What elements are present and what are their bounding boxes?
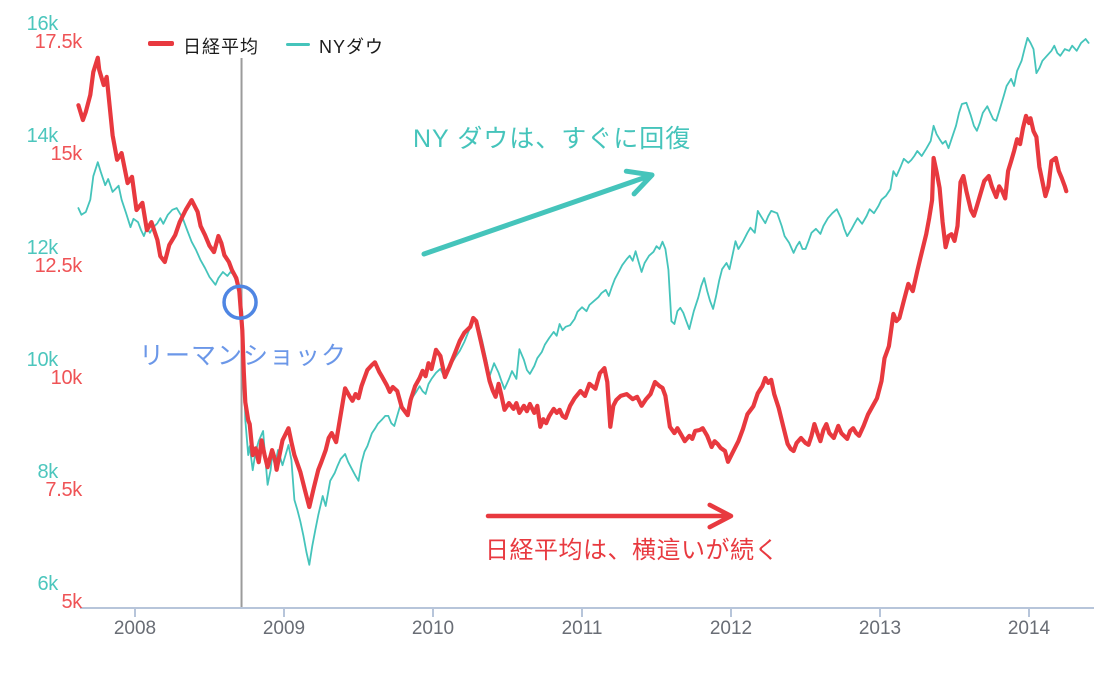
legend-swatch-nikkei xyxy=(148,41,174,46)
x-tick-label: 2008 xyxy=(113,618,157,639)
dow-tick-label: 14k xyxy=(26,125,59,147)
nikkei-tick-label: 17.5k xyxy=(34,31,83,53)
nikkei-tick-label: 10k xyxy=(50,367,83,389)
dow-tick-label: 12k xyxy=(26,237,59,259)
legend-label-dow: NYダウ xyxy=(319,37,385,57)
x-tick-label: 2014 xyxy=(1007,618,1051,639)
dow-tick-label: 10k xyxy=(26,349,59,371)
x-tick-label: 2013 xyxy=(858,618,902,639)
nikkei-line xyxy=(76,55,1069,510)
nikkei-tick-label: 7.5k xyxy=(45,479,82,501)
x-tick-label: 2009 xyxy=(262,618,306,639)
lehman-shock-label: リーマンショック xyxy=(139,342,348,370)
nikkei-flat-label: 日経平均は、横這いが続く xyxy=(485,537,779,564)
nikkei-flat-arrow xyxy=(485,502,734,530)
legend-label-nikkei: 日経平均 xyxy=(183,37,259,57)
dow-tick-label: 6k xyxy=(37,573,58,595)
x-tick-label: 2010 xyxy=(411,618,455,639)
nikkei-tick-label: 12.5k xyxy=(34,255,83,277)
nikkei-tick-label: 15k xyxy=(50,143,83,165)
dow-line xyxy=(77,37,1090,566)
dow-tick-label: 16k xyxy=(26,13,59,35)
legend-swatch-dow xyxy=(286,43,310,46)
lehman-circle xyxy=(222,284,258,320)
dow-recovery-arrow xyxy=(421,168,655,257)
dow-recovery-label: NY ダウは、すぐに回復 xyxy=(413,125,692,153)
x-tick-label: 2011 xyxy=(561,618,603,639)
dow-tick-label: 8k xyxy=(37,461,58,483)
nikkei-tick-label: 5k xyxy=(61,591,82,613)
x-tick-label: 2012 xyxy=(709,618,753,639)
